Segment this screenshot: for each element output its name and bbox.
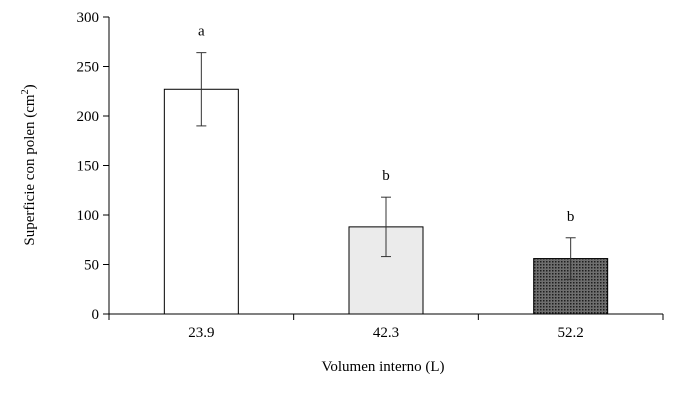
y-axis-label: Superficie con polen (cm2) — [20, 84, 38, 245]
x-tick-label: 42.3 — [373, 325, 399, 341]
y-tick-label: 50 — [84, 258, 99, 274]
x-axis-label: Volumen interno (L) — [321, 359, 444, 375]
error-bars — [196, 52, 576, 280]
y-axis-label-close: ) — [22, 84, 38, 89]
y-tick-label: 100 — [77, 208, 100, 224]
significance-letter: b — [382, 168, 390, 184]
y-tick-label: 150 — [77, 159, 100, 175]
y-tick-label: 200 — [77, 109, 100, 125]
y-tick-label: 0 — [92, 307, 100, 323]
significance-letters: a b b — [198, 24, 574, 225]
y-axis-ticks: 0 50 100 150 200 250 300 — [77, 10, 109, 323]
x-tick-label: 52.2 — [558, 325, 584, 341]
significance-letter: a — [198, 24, 205, 40]
y-axis-label-main: Superficie con polen (cm — [22, 94, 38, 246]
x-axis-ticks: 23.9 42.3 52.2 — [108, 314, 664, 341]
y-axis-label-superscript: 2 — [20, 89, 31, 94]
significance-letter: b — [567, 209, 575, 225]
y-tick-label: 250 — [77, 60, 100, 76]
y-tick-label: 300 — [77, 10, 100, 26]
x-tick-label: 23.9 — [188, 325, 214, 341]
